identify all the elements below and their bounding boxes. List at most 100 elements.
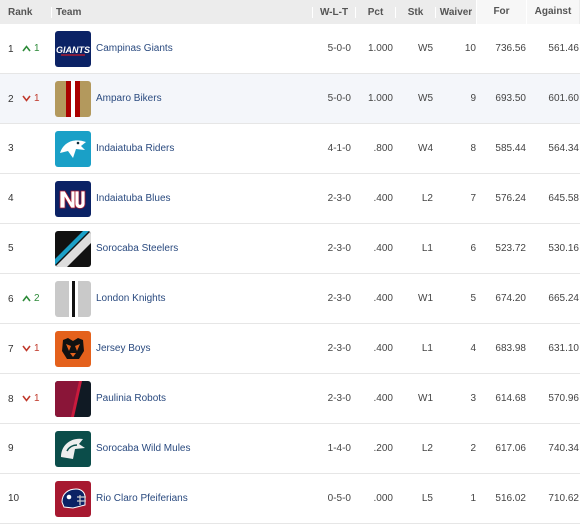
waiver-cell: 2 — [470, 443, 476, 454]
points-against-cell: 530.16 — [548, 243, 579, 254]
arrow-down-icon — [22, 345, 34, 352]
pct-cell: .400 — [373, 393, 393, 404]
team-cell: GIANTS Campinas Giants — [51, 30, 312, 67]
header-wlt[interactable]: W-L-T — [312, 6, 355, 18]
table-row: 5 Sorocaba Steelers 2-3-0 .400 L1 6 523.72 530.… — [0, 224, 580, 274]
rank-number: 2 — [8, 93, 14, 105]
team-name-link[interactable]: Sorocaba Steelers — [96, 243, 179, 254]
wlt-cell: 2-3-0 — [327, 343, 351, 354]
points-for-cell: 614.68 — [495, 393, 526, 404]
pct-cell: .400 — [373, 243, 393, 254]
team-name-link[interactable]: London Knights — [96, 293, 166, 304]
team-cell: Indaiatuba Blues — [51, 180, 312, 217]
rank-number: 6 — [8, 293, 14, 305]
waiver-cell: 1 — [470, 493, 476, 504]
bikers-logo-icon[interactable] — [55, 80, 91, 117]
wlt-cell: 2-3-0 — [327, 193, 351, 204]
streak-cell: L5 — [421, 493, 433, 504]
rank-cell: 3 — [0, 143, 51, 154]
rank-change: 1 — [22, 393, 40, 404]
table-row: 2 1 Amparo Bikers 5-0-0 1.000 W5 9 693.50 601.60 — [0, 74, 580, 124]
rank-change: 2 — [22, 293, 40, 304]
header-pct[interactable]: Pct — [355, 6, 395, 18]
rank-change-value: 2 — [34, 292, 40, 304]
streak-cell: W1 — [418, 393, 433, 404]
header-waiver[interactable]: Waiver — [435, 6, 476, 18]
points-for-cell: 516.02 — [495, 493, 526, 504]
header-rank[interactable]: Rank — [8, 6, 33, 18]
table-row: 10 Rio Claro Pfeiferians 0-5-0 .000 L5 1 516.0… — [0, 474, 580, 524]
header-team[interactable]: Team — [51, 6, 312, 18]
header-stk[interactable]: Stk — [395, 6, 435, 18]
arrow-down-icon — [22, 95, 34, 102]
pct-cell: .000 — [373, 493, 393, 504]
team-cell: Sorocaba Steelers — [51, 230, 312, 267]
table-row: 3 Indaiatuba Riders 4-1-0 .800 W4 8 585.44 564.… — [0, 124, 580, 174]
rank-change-value: 1 — [34, 42, 40, 54]
header-for[interactable]: For — [476, 0, 526, 24]
team-cell: London Knights — [51, 280, 312, 317]
steelers-logo-icon[interactable] — [55, 230, 91, 267]
team-name-link[interactable]: Rio Claro Pfeiferians — [96, 493, 188, 504]
giants-logo-icon[interactable]: GIANTS — [55, 30, 91, 67]
team-cell: Rio Claro Pfeiferians — [51, 480, 312, 517]
points-against-cell: 570.96 — [548, 393, 579, 404]
team-name-link[interactable]: Campinas Giants — [96, 43, 173, 54]
jersey-logo-icon[interactable] — [55, 330, 91, 367]
mules-logo-icon[interactable] — [55, 430, 91, 467]
team-name-link[interactable]: Amparo Bikers — [96, 93, 162, 104]
rank-number: 8 — [8, 393, 14, 405]
rank-change: 1 — [22, 343, 40, 354]
rank-change-value: 1 — [34, 92, 40, 104]
streak-cell: L2 — [421, 193, 433, 204]
points-for-cell: 736.56 — [495, 43, 526, 54]
pct-cell: 1.000 — [367, 43, 393, 54]
rank-number: 7 — [8, 343, 14, 355]
waiver-cell: 9 — [470, 93, 476, 104]
table-row: 4 Indaiatuba Blues 2-3-0 .400 L2 7 576.24 645.5… — [0, 174, 580, 224]
wlt-cell: 4-1-0 — [327, 143, 351, 154]
points-for-cell: 683.98 — [495, 343, 526, 354]
streak-cell: L1 — [421, 243, 433, 254]
points-against-cell: 665.24 — [548, 293, 579, 304]
points-for-cell: 576.24 — [495, 193, 526, 204]
team-name-link[interactable]: Sorocaba Wild Mules — [96, 443, 191, 454]
arrow-up-icon — [22, 294, 34, 302]
rank-cell: 5 — [0, 243, 51, 254]
rank-number: 1 — [8, 43, 14, 55]
table-row: 1 1 GIANTS Campinas Giants 5-0-0 1.000 W5 10 736… — [0, 24, 580, 74]
blues-logo-icon[interactable] — [55, 180, 91, 217]
team-cell: Indaiatuba Riders — [51, 130, 312, 167]
streak-cell: W5 — [418, 93, 433, 104]
pct-cell: .400 — [373, 293, 393, 304]
rank-change: 1 — [22, 93, 40, 104]
team-name-link[interactable]: Indaiatuba Riders — [96, 143, 175, 154]
svg-text:GIANTS: GIANTS — [56, 45, 90, 55]
header-against[interactable]: Against — [526, 0, 579, 24]
rank-cell: 10 — [0, 493, 51, 504]
team-name-link[interactable]: Indaiatuba Blues — [96, 193, 171, 204]
riders-logo-icon[interactable] — [55, 130, 91, 167]
points-against-cell: 631.10 — [548, 343, 579, 354]
table-row: 8 1 Paulinia Robots 2-3-0.400 W1 3 614.68 570.9… — [0, 374, 580, 424]
rank-change: 1 — [22, 43, 40, 54]
pct-cell: .800 — [373, 143, 393, 154]
team-name-link[interactable]: Paulinia Robots — [96, 393, 167, 404]
pfeiferians-logo-icon[interactable] — [55, 480, 91, 517]
team-cell: Jersey Boys — [51, 330, 312, 367]
pct-cell: .400 — [373, 343, 393, 354]
knights-logo-icon[interactable] — [55, 280, 91, 317]
streak-cell: W5 — [418, 43, 433, 54]
rank-number: 9 — [8, 443, 14, 454]
table-row: 7 1 Jersey Boys 2-3-0.400 L1 4 683.98 631.10 — [0, 324, 580, 374]
wlt-cell: 5-0-0 — [327, 43, 351, 54]
robots-logo-icon[interactable] — [55, 380, 91, 417]
team-name-link[interactable]: Jersey Boys — [96, 343, 151, 354]
streak-cell: W4 — [418, 143, 433, 154]
wlt-cell: 2-3-0 — [327, 243, 351, 254]
waiver-cell: 4 — [470, 343, 476, 354]
